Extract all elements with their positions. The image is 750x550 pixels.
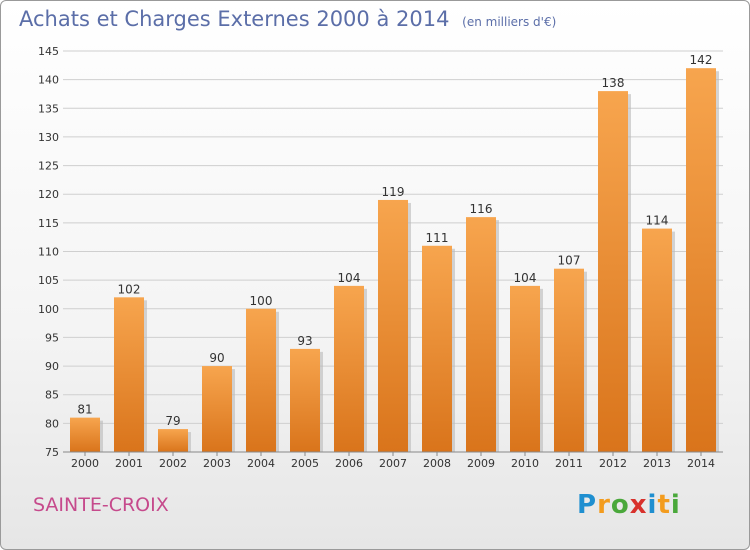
x-tick-label: 2009 bbox=[467, 457, 495, 470]
data-label: 81 bbox=[77, 403, 92, 417]
x-tick-label: 2003 bbox=[203, 457, 231, 470]
y-axis-ticks: 75 80 85 90 95 100 105 110 115 120 125 130 135 140 145 bbox=[38, 45, 59, 459]
x-tick-label: 2004 bbox=[247, 457, 275, 470]
data-label: 142 bbox=[690, 53, 713, 67]
data-label: 119 bbox=[382, 185, 405, 199]
logo-letter: r bbox=[597, 490, 611, 520]
bar-2003 bbox=[202, 366, 232, 452]
logo-letter: o bbox=[610, 490, 630, 520]
x-tick-label: 2010 bbox=[511, 457, 539, 470]
bars bbox=[70, 68, 719, 452]
data-label: 93 bbox=[297, 334, 312, 348]
data-label: 100 bbox=[250, 294, 273, 308]
logo-letter: P bbox=[577, 490, 598, 520]
bar-2011 bbox=[554, 268, 584, 452]
bar-2001 bbox=[114, 297, 144, 452]
y-tick-label: 115 bbox=[38, 217, 59, 230]
bar-2012 bbox=[598, 91, 628, 452]
proxiti-logo: Proxiti bbox=[577, 490, 681, 520]
data-label: 116 bbox=[470, 202, 493, 216]
y-tick-label: 145 bbox=[38, 45, 59, 58]
data-label: 90 bbox=[209, 351, 224, 365]
y-tick-label: 95 bbox=[45, 331, 59, 344]
x-tick-label: 2006 bbox=[335, 457, 363, 470]
bar-2004 bbox=[246, 308, 276, 452]
x-tick-label: 2002 bbox=[159, 457, 187, 470]
y-tick-label: 105 bbox=[38, 274, 59, 287]
bar-2010 bbox=[510, 285, 540, 452]
logo-letter: x bbox=[629, 490, 648, 520]
x-tick-label: 2001 bbox=[115, 457, 143, 470]
logo-letter: t bbox=[657, 490, 671, 520]
bar-2005 bbox=[290, 348, 320, 452]
bar-2007 bbox=[378, 199, 408, 452]
data-label: 79 bbox=[165, 414, 180, 428]
x-tick-label: 2013 bbox=[643, 457, 671, 470]
chart-title-main: Achats et Charges Externes 2000 à 2014 bbox=[19, 7, 450, 31]
bar-2013 bbox=[642, 228, 672, 452]
y-tick-label: 135 bbox=[38, 102, 59, 115]
bar-2014 bbox=[686, 68, 716, 452]
y-tick-label: 80 bbox=[45, 417, 59, 430]
y-tick-label: 75 bbox=[45, 446, 59, 459]
x-axis-ticks: 2000 2001 2002 2003 2004 2005 2006 2007 2008 2009… bbox=[71, 452, 715, 470]
y-tick-label: 120 bbox=[38, 188, 59, 201]
data-label: 138 bbox=[602, 76, 625, 90]
x-tick-label: 2000 bbox=[71, 457, 99, 470]
y-tick-label: 100 bbox=[38, 303, 59, 316]
x-tick-label: 2008 bbox=[423, 457, 451, 470]
data-label: 114 bbox=[646, 214, 669, 228]
data-label: 107 bbox=[558, 254, 581, 268]
y-tick-label: 90 bbox=[45, 360, 59, 373]
y-tick-label: 85 bbox=[45, 389, 59, 402]
bar-2000 bbox=[70, 417, 100, 452]
bar-2006 bbox=[334, 285, 364, 452]
chart-title: Achats et Charges Externes 2000 à 2014 (… bbox=[19, 7, 556, 31]
bar-2008 bbox=[422, 245, 452, 452]
chart-subtitle: (en milliers d'€) bbox=[462, 15, 557, 29]
x-tick-label: 2011 bbox=[555, 457, 583, 470]
y-tick-label: 110 bbox=[38, 246, 59, 259]
bar-2002 bbox=[158, 429, 188, 452]
x-tick-label: 2007 bbox=[379, 457, 407, 470]
x-tick-label: 2005 bbox=[291, 457, 319, 470]
data-label: 102 bbox=[118, 282, 141, 296]
logo-letter: i bbox=[670, 490, 681, 520]
commune-name: SAINTE-CROIX bbox=[33, 494, 169, 516]
data-labels: 81 102 79 90 100 93 104 119 111 116 104 107 138 114 14… bbox=[77, 53, 712, 428]
y-tick-label: 130 bbox=[38, 131, 59, 144]
y-tick-label: 125 bbox=[38, 160, 59, 173]
data-label: 104 bbox=[514, 271, 537, 285]
data-label: 104 bbox=[338, 271, 361, 285]
x-tick-label: 2012 bbox=[599, 457, 627, 470]
logo-letter: i bbox=[647, 490, 658, 520]
x-tick-label: 2014 bbox=[687, 457, 715, 470]
data-label: 111 bbox=[426, 231, 449, 245]
y-tick-label: 140 bbox=[38, 74, 59, 87]
bar-2009 bbox=[466, 217, 496, 452]
